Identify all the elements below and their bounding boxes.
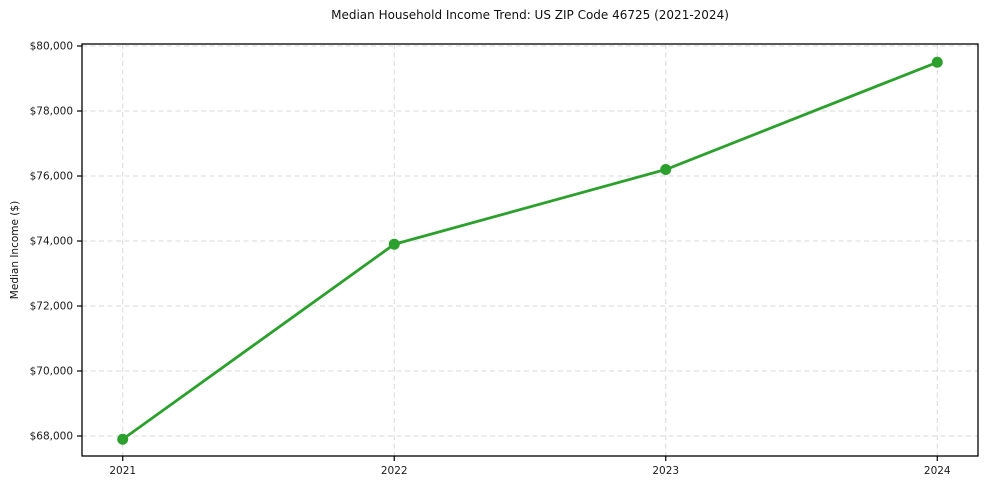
x-tick-label: 2023 [652, 465, 679, 477]
x-tick-label: 2021 [109, 465, 136, 477]
data-point-marker [388, 238, 400, 250]
data-point-marker [931, 56, 943, 68]
y-tick-label: $74,000 [30, 236, 73, 248]
y-tick-label: $76,000 [30, 171, 73, 183]
x-tick-label: 2022 [381, 465, 408, 477]
trend-line [121, 60, 939, 441]
data-point-marker [117, 433, 129, 445]
chart-title: Median Household Income Trend: US ZIP Co… [331, 8, 729, 22]
y-tick-label: $70,000 [30, 366, 73, 378]
y-tick-label: $78,000 [30, 106, 73, 118]
y-tick-label: $72,000 [30, 301, 73, 313]
x-tick-label: 2024 [924, 465, 951, 477]
plot-border [81, 43, 979, 457]
y-tick-label: $80,000 [30, 41, 73, 53]
y-tick-label: $68,000 [30, 431, 73, 443]
data-point-marker [660, 164, 672, 176]
